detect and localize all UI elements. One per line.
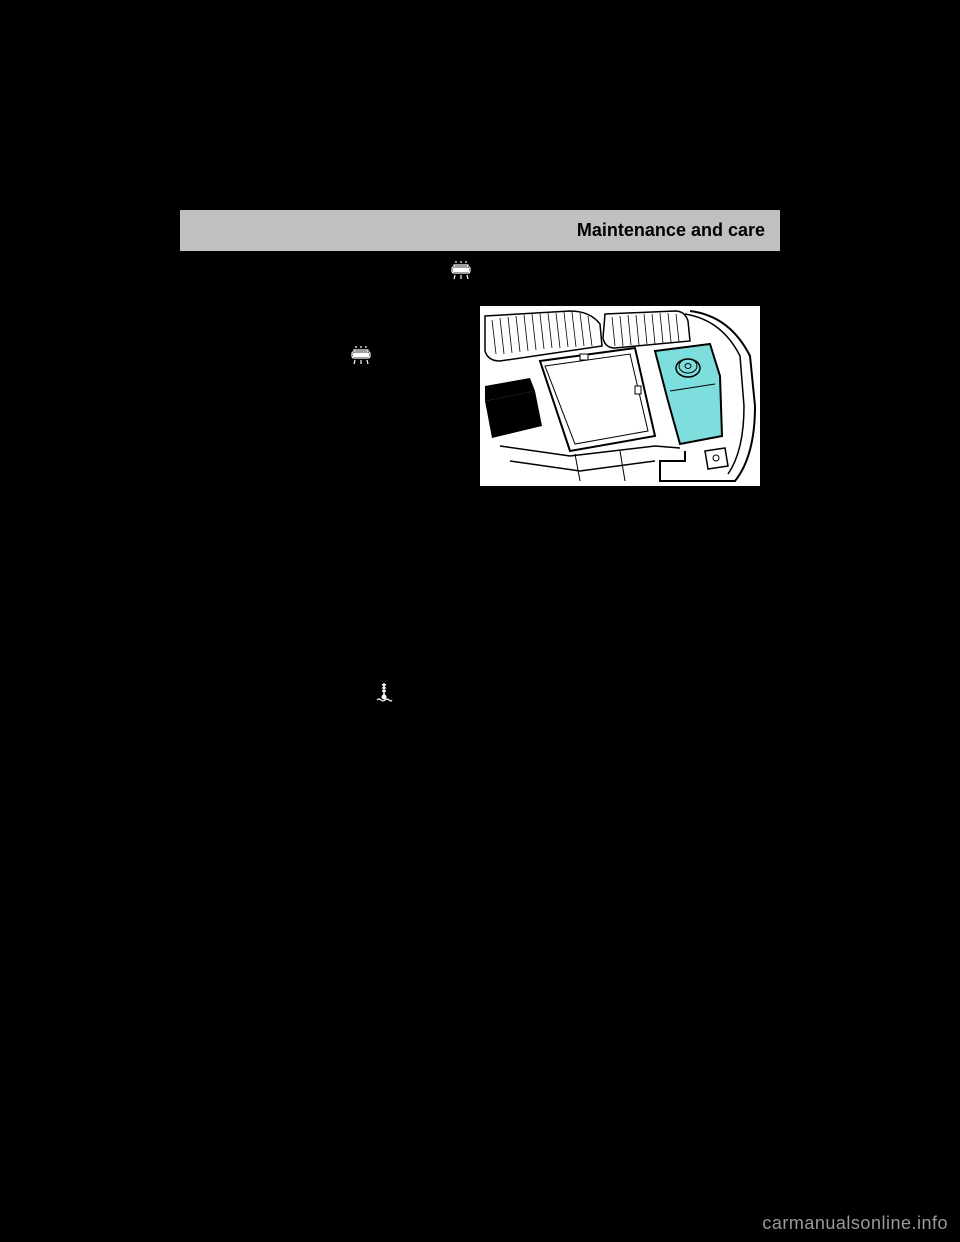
section-header-bar: Maintenance and care (180, 210, 780, 251)
watermark-text: carmanualsonline.info (762, 1213, 948, 1234)
coolant-temp-icon (375, 681, 393, 708)
manual-page: Maintenance and care (180, 210, 780, 511)
washer-fluid-icon (450, 261, 472, 286)
washer-fluid-icon (350, 346, 372, 371)
content-area (180, 251, 780, 511)
engine-compartment-diagram (480, 306, 760, 486)
section-title: Maintenance and care (577, 220, 765, 240)
